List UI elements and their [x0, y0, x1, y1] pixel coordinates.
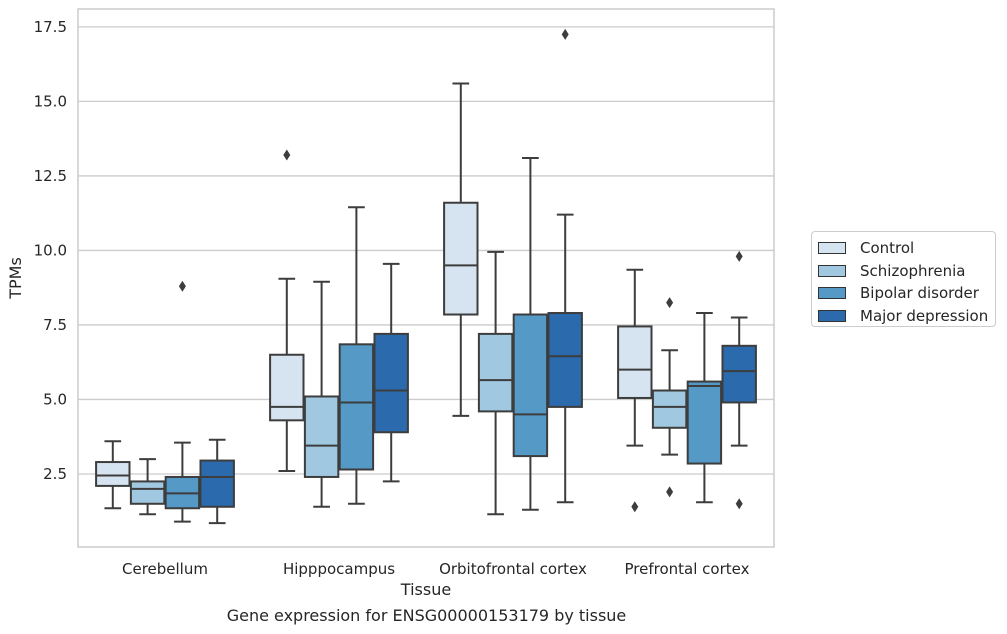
- iqr-box: [512, 313, 549, 458]
- outlier-point: [283, 149, 291, 161]
- legend: Control Schizophrenia Bipolar disorder Majo…: [811, 231, 996, 327]
- legend-item: Major depression: [818, 305, 995, 328]
- outlier-point: [178, 280, 186, 292]
- box-schizophrenia: [477, 250, 514, 516]
- plot-frame: [77, 8, 775, 548]
- iqr-box: [477, 332, 514, 413]
- box-control: [443, 82, 479, 417]
- iqr-box: [617, 325, 653, 399]
- iqr-box: [338, 343, 375, 471]
- legend-item: Schizophrenia: [818, 260, 995, 283]
- y-tick-label: 17.5: [34, 18, 67, 36]
- box-bipolar-disorder: [338, 206, 375, 505]
- grid-lines: [78, 26, 774, 475]
- legend-swatch: [818, 287, 846, 300]
- outlier-point: [666, 297, 674, 309]
- outlier-point: [561, 28, 569, 40]
- legend-label: Bipolar disorder: [860, 284, 979, 303]
- outlier-point: [735, 498, 743, 510]
- box-schizophrenia: [303, 280, 340, 508]
- x-tick-label: Orbitofrontal cortex: [439, 560, 587, 578]
- outlier-point: [735, 250, 743, 262]
- box-bipolar-disorder: [164, 280, 201, 523]
- x-tick-label: Hipppocampus: [283, 560, 395, 578]
- iqr-box: [373, 332, 409, 434]
- box-groups: [95, 28, 757, 525]
- box-control: [95, 440, 131, 510]
- y-tick-label: 10.0: [34, 241, 67, 259]
- box-major-depression: [547, 28, 583, 504]
- iqr-box: [651, 389, 688, 429]
- legend-swatch: [818, 309, 846, 322]
- legend-swatch: [818, 264, 846, 277]
- iqr-box: [443, 201, 479, 316]
- chart-caption: Gene expression for ENSG00000153179 by t…: [226, 606, 627, 625]
- iqr-box: [686, 380, 723, 465]
- box-bipolar-disorder: [686, 312, 723, 504]
- y-tick-label: 7.5: [43, 316, 67, 334]
- box-bipolar-disorder: [512, 157, 549, 511]
- y-tick-label: 5.0: [43, 390, 67, 408]
- legend-label: Control: [860, 239, 915, 258]
- box-control: [617, 268, 653, 513]
- x-tick-label: Prefrontal cortex: [625, 560, 750, 578]
- box-control: [269, 149, 305, 472]
- iqr-box: [95, 461, 131, 487]
- box-schizophrenia: [651, 297, 688, 498]
- iqr-box: [547, 312, 583, 408]
- iqr-box: [129, 480, 166, 505]
- box-major-depression: [721, 250, 757, 510]
- y-tick-label: 15.0: [34, 92, 67, 110]
- outlier-point: [666, 486, 674, 498]
- outlier-point: [631, 501, 639, 513]
- legend-label: Major depression: [860, 306, 989, 325]
- y-tick-label: 2.5: [43, 465, 67, 483]
- y-axis-title: TPMs: [6, 257, 25, 300]
- y-tick-label: 12.5: [34, 167, 67, 185]
- legend-item: Bipolar disorder: [818, 282, 995, 305]
- legend-swatch: [818, 242, 846, 255]
- x-axis-title: Tissue: [400, 580, 451, 599]
- legend-item: Control: [818, 237, 995, 260]
- iqr-box: [269, 353, 305, 422]
- box-schizophrenia: [129, 458, 166, 516]
- y-tick-labels: 2.5 5.0 7.5 10.0 12.5 15.0 17.5: [34, 18, 67, 483]
- iqr-box: [303, 395, 340, 478]
- legend-label: Schizophrenia: [860, 261, 966, 280]
- iqr-box: [199, 459, 235, 508]
- x-tick-label: Cerebellum: [122, 560, 208, 578]
- box-major-depression: [373, 262, 409, 483]
- box-major-depression: [199, 438, 235, 525]
- x-tick-labels: Cerebellum Hipppocampus Orbitofrontal cort…: [122, 560, 750, 578]
- iqr-box: [721, 344, 757, 404]
